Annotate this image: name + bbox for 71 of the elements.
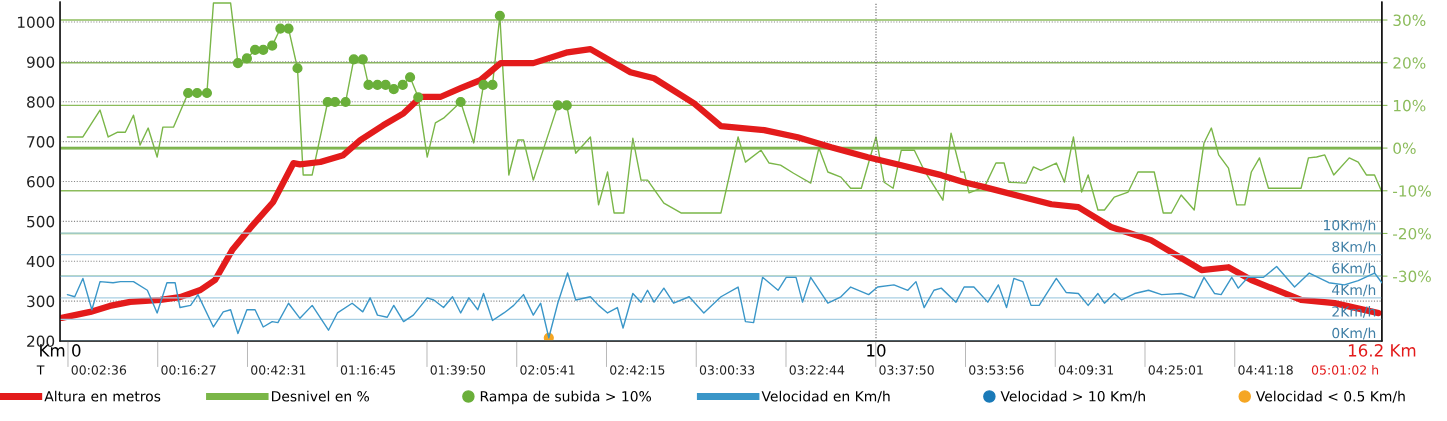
text: 03:53:56 bbox=[969, 365, 1024, 375]
y3-tick-label: 8Km/h bbox=[1332, 241, 1376, 254]
point bbox=[561, 100, 572, 111]
point bbox=[405, 72, 416, 83]
y-tick-label: 300 bbox=[27, 295, 55, 308]
point bbox=[413, 92, 424, 103]
line-series bbox=[66, 2, 1382, 214]
point bbox=[201, 87, 213, 99]
point bbox=[267, 40, 278, 51]
point bbox=[192, 87, 203, 99]
text: 03:37:50 bbox=[879, 365, 934, 375]
text: 02:05:41 bbox=[520, 365, 575, 375]
y-tick-label: 500 bbox=[27, 215, 55, 228]
y3-tick-label: 0Km/h bbox=[1332, 327, 1376, 340]
legend-label: Velocidad > 10 Km/h bbox=[1000, 390, 1145, 403]
y2-tick-label: 10% bbox=[1393, 99, 1426, 112]
point bbox=[363, 79, 374, 90]
point bbox=[340, 96, 351, 108]
y2-tick-label: 0% bbox=[1393, 142, 1416, 155]
point bbox=[232, 58, 244, 69]
point bbox=[552, 100, 563, 111]
point bbox=[241, 53, 252, 64]
y2-tick-label: -20% bbox=[1393, 227, 1431, 240]
legend-label: Altura en metros bbox=[44, 390, 161, 402]
legend-label: Desnivel en % bbox=[272, 390, 370, 402]
text: 00:42:31 bbox=[251, 365, 306, 375]
y3-tick-label: 4Km/h bbox=[1332, 284, 1376, 297]
point bbox=[348, 54, 359, 65]
y3-tick-label: 10Km/h bbox=[1324, 219, 1376, 232]
point bbox=[380, 79, 391, 90]
y-tick-label: 900 bbox=[26, 56, 55, 68]
y-tick-label: 1000 bbox=[17, 16, 55, 29]
point bbox=[388, 84, 399, 95]
y2-tick-label: -30% bbox=[1393, 270, 1431, 283]
point bbox=[494, 10, 505, 21]
point bbox=[478, 79, 489, 90]
text: 00:02:36 bbox=[71, 365, 127, 375]
point bbox=[487, 79, 498, 90]
text: 04:41:18 bbox=[1238, 365, 1293, 375]
point bbox=[258, 44, 269, 55]
x-tick-label: 10 bbox=[867, 344, 886, 357]
x-tick-label: 16.2 Km bbox=[1348, 344, 1416, 357]
text: 03:00:33 bbox=[699, 365, 755, 375]
text: T bbox=[36, 365, 45, 375]
point bbox=[275, 23, 286, 34]
text: 04:09:31 bbox=[1058, 365, 1114, 375]
y2-tick-label: 20% bbox=[1393, 57, 1426, 69]
legend-label: Velocidad en Km/h bbox=[761, 390, 890, 403]
legend-label: Velocidad < 0.5 Km/h bbox=[1255, 390, 1405, 403]
text: 02:42:15 bbox=[610, 365, 665, 375]
y-tick-label: 600 bbox=[27, 175, 55, 188]
y3-tick-label: 6Km/h bbox=[1332, 262, 1376, 275]
point bbox=[283, 23, 294, 34]
text: 01:16:45 bbox=[340, 365, 396, 375]
point bbox=[372, 79, 383, 90]
point bbox=[183, 87, 194, 99]
y-tick-label: 400 bbox=[26, 255, 55, 268]
text: 05:01:02 h bbox=[1311, 365, 1379, 375]
legend-label: Rampa de subida > 10% bbox=[480, 390, 652, 405]
point bbox=[357, 54, 368, 65]
y2-tick-label: -10% bbox=[1393, 185, 1431, 197]
point bbox=[455, 96, 466, 108]
text: 00:16:27 bbox=[161, 365, 216, 375]
text: 04:25:01 bbox=[1148, 365, 1203, 375]
y2-tick-label: 30% bbox=[1393, 14, 1426, 27]
text: 01:39:50 bbox=[430, 365, 486, 375]
y-tick-label: 700 bbox=[27, 136, 55, 148]
point bbox=[292, 63, 303, 74]
text: 03:22:44 bbox=[789, 365, 845, 375]
y-tick-label: 800 bbox=[27, 96, 55, 108]
point bbox=[397, 79, 408, 90]
